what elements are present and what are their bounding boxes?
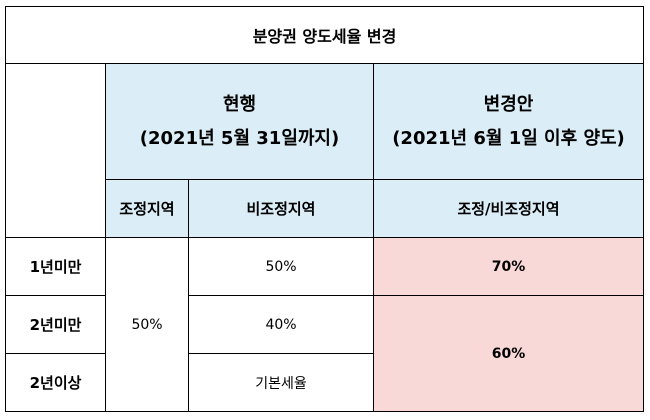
col-adjusted-area: 조정지역 bbox=[105, 179, 189, 238]
tax-rate-table: 분양권 양도세율 변경 현행 (2021년 5월 31일까지) 변경안 (202… bbox=[5, 6, 644, 412]
corner-cell bbox=[5, 63, 106, 238]
current-adjusted-value: 50% bbox=[105, 237, 189, 412]
proposed-header: 변경안 (2021년 6월 1일 이후 양도) bbox=[373, 63, 644, 180]
proposed-under-1yr: 70% bbox=[373, 237, 644, 296]
non-adjusted-under-2yr: 40% bbox=[188, 295, 374, 354]
row-label-under-2yr: 2년미만 bbox=[5, 295, 106, 354]
row-label-over-2yr: 2년이상 bbox=[5, 353, 106, 412]
proposed-heading: 변경안 bbox=[483, 93, 534, 115]
proposed-period: (2021년 6월 1일 이후 양도) bbox=[392, 127, 625, 149]
col-proposed-areas: 조정/비조정지역 bbox=[373, 179, 644, 238]
proposed-over-1yr: 60% bbox=[373, 295, 644, 412]
current-header: 현행 (2021년 5월 31일까지) bbox=[105, 63, 374, 180]
row-label-under-1yr: 1년미만 bbox=[5, 237, 106, 296]
col-non-adjusted-area: 비조정지역 bbox=[188, 179, 374, 238]
current-heading: 현행 bbox=[222, 93, 257, 115]
non-adjusted-under-1yr: 50% bbox=[188, 237, 374, 296]
current-period: (2021년 5월 31일까지) bbox=[139, 127, 340, 149]
table-title: 분양권 양도세율 변경 bbox=[5, 6, 644, 64]
non-adjusted-over-2yr: 기본세율 bbox=[188, 353, 374, 412]
